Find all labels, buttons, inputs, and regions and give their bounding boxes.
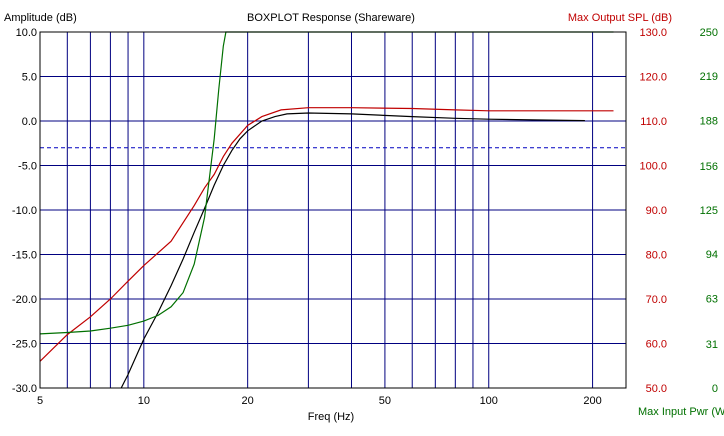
x-tick-label: 10 [138,395,150,407]
spl-tick-label: 60.0 [646,339,667,351]
spl-tick-label: 50.0 [646,383,667,395]
amplitude-tick-label: -30.0 [12,383,37,395]
grid-layer [39,31,626,389]
amplitude-axis-title: Amplitude (dB) [4,12,77,24]
amplitude-tick-label: -20.0 [12,294,37,306]
power-tick-label: 125 [700,205,718,217]
spl-tick-label: 70.0 [646,294,667,306]
chart-title: BOXPLOT Response (Shareware) [247,12,415,24]
amplitude-tick-label: -5.0 [18,161,37,173]
series-layer [39,31,614,389]
max-output-spl-line [39,107,614,362]
spl-tick-label: 110.0 [640,116,667,128]
x-tick-label: 100 [480,395,498,407]
x-tick-label: 20 [242,395,254,407]
max-input-power-line [39,31,614,335]
power-tick-label: 63 [706,293,718,305]
amplitude-tick-label: 10.0 [16,27,37,39]
spl-tick-label: 120.0 [639,72,667,84]
amplitude-response-line [120,112,585,389]
spl-tick-label: 80.0 [646,250,667,262]
spl-tick-label: 90.0 [646,205,667,217]
x-tick-label: 5 [37,395,43,407]
spl-tick-label: 130.0 [639,27,667,39]
power-tick-label: 0 [712,383,718,395]
plot-frame [39,31,627,389]
spl-tick-label: 100.0 [639,161,667,173]
power-tick-label: 31 [706,339,718,351]
power-tick-label: 188 [700,115,718,127]
spl-axis-title: Max Output SPL (dB) [568,12,672,24]
power-tick-label: 250 [700,27,718,39]
power-tick-label: 219 [700,71,718,83]
amplitude-tick-label: -25.0 [12,339,37,351]
power-axis-title: Max Input Pwr (W) [638,406,724,418]
amplitude-tick-label: -10.0 [12,205,37,217]
label-layer: 10.0 5.0 0.0 -5.0 -10.0 -15.0 -20.0 -25.0 -30.0 1… [12,27,718,407]
amplitude-tick-label: 0.0 [22,116,37,128]
power-tick-label: 94 [706,249,718,261]
x-tick-label: 50 [379,395,391,407]
amplitude-tick-label: 5.0 [22,72,37,84]
amplitude-tick-label: -15.0 [12,250,37,262]
x-axis-title: Freq (Hz) [308,411,354,423]
power-tick-label: 156 [700,161,718,173]
x-tick-label: 200 [583,395,601,407]
